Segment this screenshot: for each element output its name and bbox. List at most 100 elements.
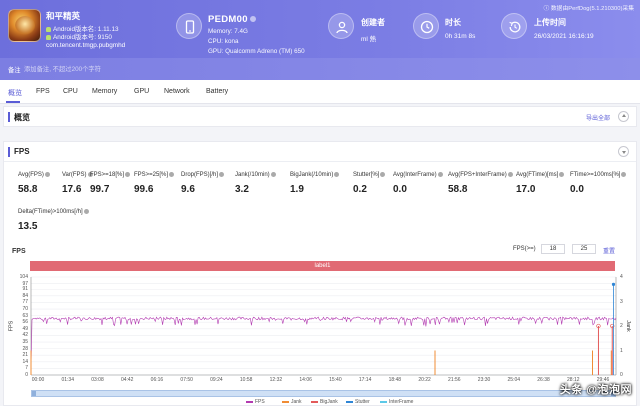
duration-label: 时长 <box>445 18 461 27</box>
x-tick-label: 26:38 <box>537 377 550 383</box>
help-icon[interactable] <box>270 172 276 177</box>
y2-tick-label: 3 <box>620 298 623 305</box>
tab-fps[interactable]: FPS <box>36 88 50 95</box>
metric-value: 17.0 <box>516 184 536 196</box>
device-name: PEDM00 <box>208 14 256 25</box>
legend-item-interframe[interactable]: InterFrame <box>380 399 413 405</box>
report-header: 和平精英 Android版本名: 1.11.13 Android版本号: 915… <box>0 0 640 58</box>
help-icon[interactable] <box>169 172 175 177</box>
y-tick-label: 14 <box>22 358 28 365</box>
export-all-link[interactable]: 导出全部 <box>585 116 610 122</box>
legend-swatch <box>246 400 253 403</box>
y-tick-label: 104 <box>19 274 28 280</box>
x-tick-label: 23:30 <box>477 377 491 383</box>
legend-item-stutter[interactable]: Stutter <box>346 399 370 405</box>
package-name: com.tencent.tmgp.pubgmhd <box>46 42 126 49</box>
watermark: 头条 @泡泡网 <box>559 384 632 396</box>
help-icon[interactable] <box>125 172 131 177</box>
help-icon[interactable] <box>621 172 627 177</box>
legend-swatch <box>380 400 387 403</box>
y-tick-label: 77 <box>22 299 28 306</box>
section-accent <box>8 112 10 122</box>
fps-max-input[interactable]: 25 <box>572 244 596 254</box>
metric-4: Drop(FPS)[/h] 9.6 <box>181 172 225 196</box>
help-icon[interactable] <box>507 172 513 177</box>
help-icon[interactable] <box>380 172 386 177</box>
timeline-scrollbar[interactable] <box>31 390 616 397</box>
metric-value: 99.7 <box>90 184 110 196</box>
help-icon[interactable] <box>334 172 340 177</box>
tab-cpu[interactable]: CPU <box>63 88 78 95</box>
android-version-name: Android版本名: 1.11.13 <box>46 24 119 33</box>
metric-value: 58.8 <box>18 184 38 196</box>
y-tick-label: 56 <box>22 319 28 326</box>
help-icon[interactable] <box>559 172 565 177</box>
metric-1: Var(FPS) 17.6 <box>62 172 93 195</box>
metric-value: 0.0 <box>393 184 407 196</box>
y-tick-label: 28 <box>22 345 28 352</box>
chart-title: FPS <box>12 248 26 255</box>
help-icon[interactable] <box>44 172 50 177</box>
legend-swatch <box>346 400 353 403</box>
y2-tick-label: 4 <box>620 274 623 280</box>
fps-series-line <box>30 316 617 371</box>
metric-label: BigJank(/10min) <box>290 172 340 178</box>
android-icon <box>46 34 51 40</box>
scroll-handle-left[interactable] <box>32 391 36 396</box>
y-tick-label: 63 <box>22 312 28 319</box>
x-tick-label: 15:40 <box>329 377 342 383</box>
chart-legend: FPS Jank BigJank Stutter InterFrame <box>4 399 638 406</box>
metric-11: FTime>=100ms[%] 0.0 <box>570 172 627 195</box>
label-band[interactable]: label1 <box>30 261 615 271</box>
creator-value: ml 熱 <box>361 36 377 43</box>
help-icon[interactable] <box>83 209 89 214</box>
x-tick-label: 07:50 <box>180 377 193 383</box>
reset-button[interactable]: 重置 <box>603 249 616 255</box>
collapse-button[interactable] <box>618 111 629 122</box>
notes-label: 备注 <box>8 67 21 74</box>
tab-battery[interactable]: Battery <box>206 88 229 95</box>
metric-label: Var(FPS) <box>62 172 93 178</box>
help-icon[interactable] <box>437 172 443 177</box>
device-memory: Memory: 7.4G <box>208 28 248 35</box>
upload-history-icon <box>501 13 527 39</box>
tab-gpu[interactable]: GPU <box>134 88 150 95</box>
metric-0: Avg(FPS) 58.8 <box>18 172 50 195</box>
legend-item-bigjank[interactable]: BigJank <box>311 399 338 405</box>
expand-button[interactable] <box>618 146 629 157</box>
active-tab-indicator <box>6 101 20 103</box>
tab-memory[interactable]: Memory <box>92 88 118 95</box>
metric-label: FPS>=18[%] <box>90 172 131 178</box>
y-tick-label: 84 <box>22 292 28 299</box>
user-icon <box>328 13 354 39</box>
phone-icon <box>176 13 202 39</box>
clock-icon <box>413 13 439 39</box>
metric-label: Avg(FTime)[ms] <box>516 172 565 178</box>
fps-title: FPS <box>14 147 30 156</box>
tab-network[interactable]: Network <box>164 88 190 95</box>
help-icon[interactable] <box>87 172 93 177</box>
legend-item-fps[interactable]: FPS <box>246 399 265 405</box>
metric-label: Drop(FPS)[/h] <box>181 172 225 178</box>
divider <box>4 161 636 162</box>
scroll-handle-right[interactable] <box>611 391 615 396</box>
metric-value: 9.6 <box>181 184 195 196</box>
tab-overview[interactable]: 概览 <box>8 90 22 97</box>
y-tick-label: 21 <box>22 352 28 359</box>
metric-value: 3.2 <box>235 184 249 196</box>
notes-input[interactable]: 添加备注, 不超过200个字符 <box>24 66 101 73</box>
legend-item-jank[interactable]: Jank <box>282 399 302 405</box>
y2-tick-label: 1 <box>620 347 623 354</box>
help-icon[interactable] <box>219 172 225 177</box>
bigjank-point <box>610 323 615 329</box>
legend-swatch <box>282 400 289 403</box>
metric-value: 13.5 <box>18 221 38 233</box>
fps-min-input[interactable]: 18 <box>541 244 565 254</box>
metric-2: FPS>=18[%] 99.7 <box>90 172 131 196</box>
x-tick-label: 18:48 <box>388 377 402 383</box>
metric-label: FPS>=25[%] <box>134 172 175 178</box>
x-tick-label: 25:04 <box>507 377 521 383</box>
info-icon[interactable] <box>249 16 256 23</box>
legend-swatch <box>311 400 318 403</box>
section-accent <box>8 147 10 157</box>
